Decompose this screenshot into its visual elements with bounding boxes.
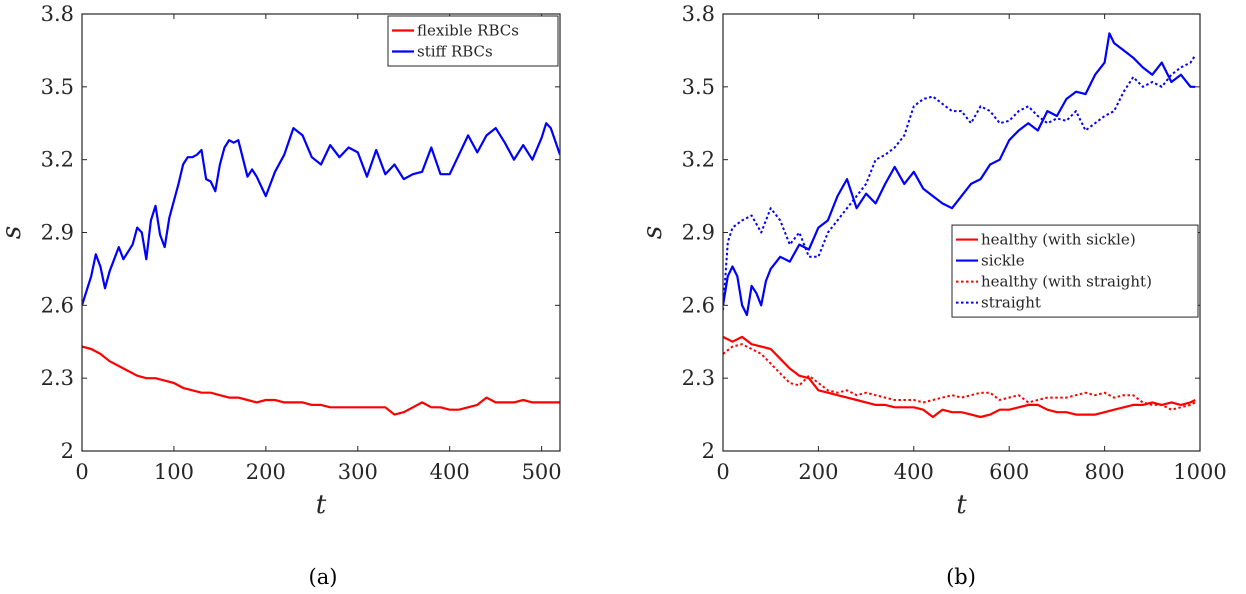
legend-box [951, 224, 1199, 318]
series-line-healthy-with-sickle- [723, 335, 1196, 419]
legend: healthy (with sickle) sickle healthy (with… [951, 224, 1199, 318]
y-tick-label: 3.8 [682, 2, 715, 26]
x-tick-label: 1000 [1173, 460, 1226, 484]
y-axis-label: s [638, 226, 668, 239]
figure-caption: (b) [946, 565, 976, 589]
x-tick-label: 800 [1085, 460, 1125, 484]
y-tick-label: 3.5 [41, 75, 74, 99]
series-line-healthy-with-straight- [723, 343, 1196, 411]
legend-entry: sickle [981, 252, 1025, 270]
legend-entry: stiff RBCs [417, 43, 493, 61]
series-line-flexible-rbcs [82, 345, 560, 416]
y-tick-label: 2.6 [41, 293, 74, 317]
x-tick-label: 200 [798, 460, 838, 484]
x-tick-label: 300 [338, 460, 378, 484]
x-tick-label: 400 [894, 460, 934, 484]
y-tick-label: 2 [61, 439, 74, 463]
x-tick-label: 200 [246, 460, 286, 484]
y-tick-label: 2.3 [682, 366, 715, 390]
series-line-straight [723, 54, 1197, 311]
legend-box [387, 15, 559, 67]
y-tick-label: 3.8 [41, 2, 74, 26]
figure-caption: (a) [309, 565, 338, 589]
x-tick-label: 100 [154, 460, 194, 484]
legend-entry: healthy (with sickle) [981, 231, 1136, 249]
x-tick-label: 600 [989, 460, 1029, 484]
x-tick-label: 500 [522, 460, 562, 484]
y-axis-label: s [0, 226, 27, 239]
y-tick-label: 3.2 [41, 148, 74, 172]
y-tick-label: 2.9 [41, 221, 74, 245]
y-tick-label: 3.2 [682, 148, 715, 172]
x-tick-label: 400 [430, 460, 470, 484]
y-tick-label: 2 [702, 439, 715, 463]
legend-entry: straight [981, 294, 1041, 312]
chart-b: 0 200 400 600 800 1000 2 2.3 2.6 2.9 3.2 3.5 3.8 t s he… [638, 2, 1227, 589]
x-tick-label: 0 [75, 460, 88, 484]
legend: flexible RBCs stiff RBCs [387, 15, 559, 67]
series-line-stiff-rbcs [82, 122, 560, 306]
legend-entry: healthy (with straight) [981, 273, 1152, 291]
x-axis-label: t [316, 490, 327, 520]
series-line-sickle [723, 32, 1196, 317]
y-tick-label: 2.6 [682, 293, 715, 317]
y-tick-label: 2.3 [41, 366, 74, 390]
x-axis-label: t [956, 490, 967, 520]
legend-entry: flexible RBCs [417, 22, 519, 40]
x-tick-label: 0 [716, 460, 729, 484]
y-tick-label: 2.9 [682, 221, 715, 245]
chart-a: 0 100 200 300 400 500 2 2.3 2.6 2.9 3.2 3.5 3.8 t s fle… [0, 2, 562, 589]
axes-box [81, 13, 561, 452]
y-tick-label: 3.5 [682, 75, 715, 99]
